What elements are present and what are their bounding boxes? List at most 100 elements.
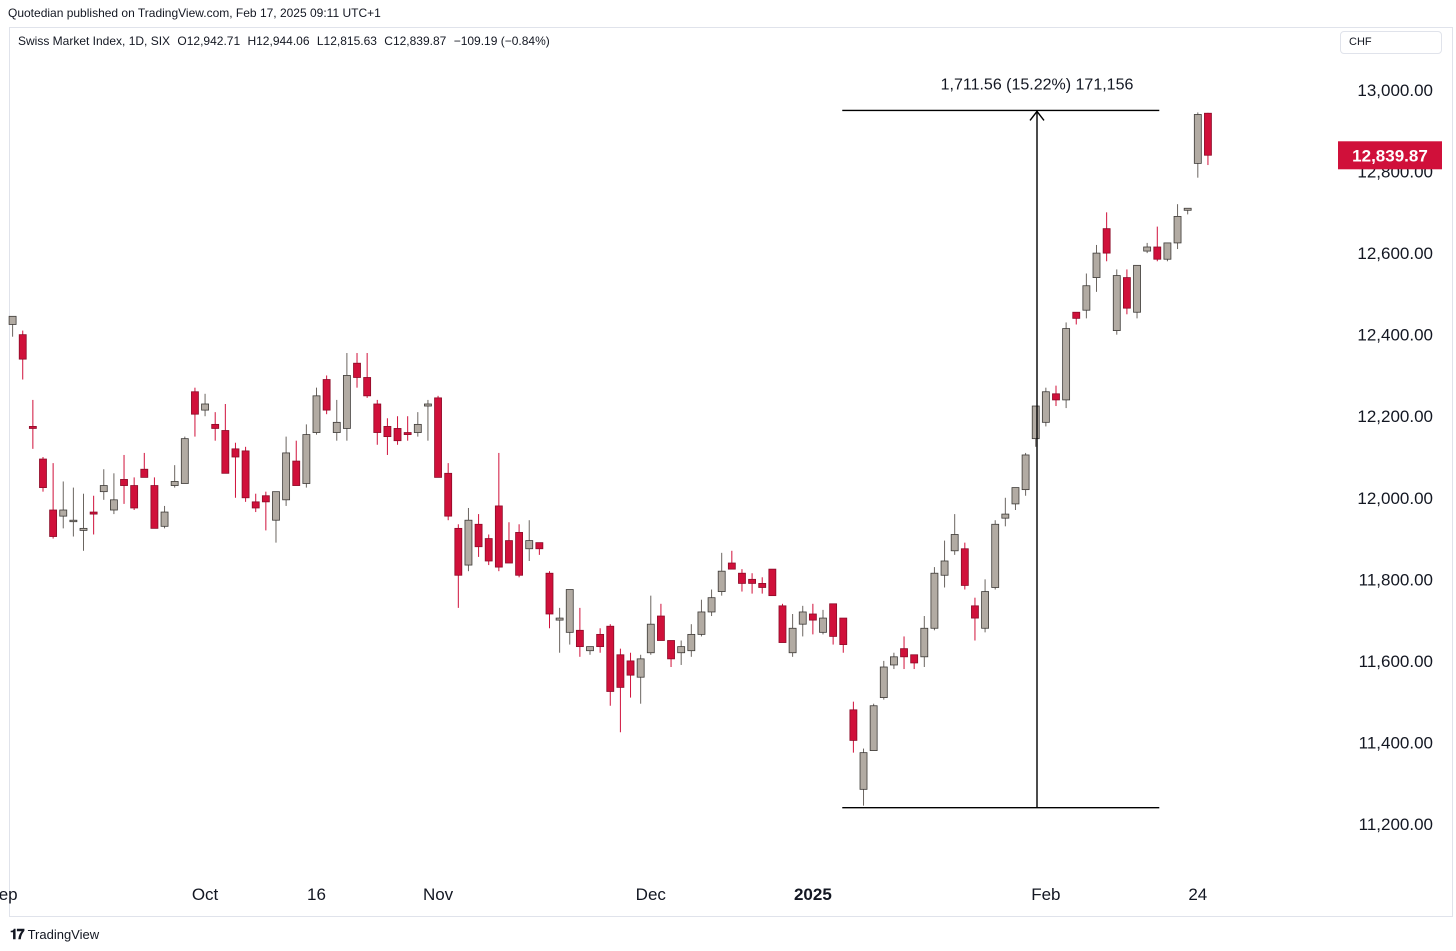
candle[interactable]: [413, 412, 422, 437]
candle[interactable]: [59, 481, 68, 529]
candle[interactable]: [99, 469, 108, 500]
candle[interactable]: [180, 436, 189, 484]
candle[interactable]: [819, 609, 827, 635]
candle[interactable]: [302, 424, 311, 488]
candle[interactable]: [292, 440, 301, 486]
candle[interactable]: [282, 436, 291, 506]
candle[interactable]: [758, 577, 767, 594]
candle[interactable]: [960, 542, 969, 590]
candle[interactable]: [940, 540, 949, 588]
candle[interactable]: [677, 640, 686, 665]
candle[interactable]: [1112, 269, 1121, 335]
footer-brand[interactable]: 𝟏𝟕 TradingView: [10, 926, 99, 943]
candle[interactable]: [211, 412, 220, 441]
candle[interactable]: [434, 395, 442, 478]
candle[interactable]: [49, 463, 58, 539]
candle[interactable]: [1052, 385, 1060, 407]
candle[interactable]: [1102, 212, 1111, 262]
candle[interactable]: [201, 393, 209, 417]
candle[interactable]: [1062, 322, 1071, 409]
candle[interactable]: [535, 542, 544, 555]
candle[interactable]: [839, 617, 848, 653]
candle[interactable]: [829, 603, 838, 645]
candle[interactable]: [150, 477, 159, 529]
candle[interactable]: [140, 452, 149, 478]
candle[interactable]: [342, 353, 351, 441]
candle[interactable]: [1153, 226, 1162, 262]
candle[interactable]: [727, 550, 736, 570]
candle[interactable]: [120, 454, 128, 504]
candle[interactable]: [565, 589, 574, 645]
candle[interactable]: [636, 654, 645, 704]
candle[interactable]: [444, 463, 453, 521]
candle[interactable]: [545, 571, 554, 629]
candle[interactable]: [160, 505, 169, 529]
candle[interactable]: [849, 701, 858, 753]
candle[interactable]: [788, 613, 797, 657]
candle[interactable]: [363, 353, 372, 398]
candle[interactable]: [1133, 264, 1141, 319]
candle[interactable]: [616, 648, 625, 733]
candle[interactable]: [991, 520, 1000, 590]
candle[interactable]: [424, 399, 432, 441]
candle[interactable]: [1193, 112, 1202, 178]
candle[interactable]: [626, 652, 635, 698]
candle[interactable]: [667, 640, 675, 668]
candle[interactable]: [191, 387, 199, 437]
candle[interactable]: [393, 416, 402, 445]
currency-button[interactable]: CHF: [1340, 31, 1442, 54]
candle[interactable]: [859, 748, 868, 806]
candle[interactable]: [971, 597, 979, 641]
candle[interactable]: [738, 569, 746, 592]
candle[interactable]: [697, 599, 706, 637]
candle[interactable]: [879, 660, 888, 700]
candle[interactable]: [89, 495, 98, 535]
candle[interactable]: [69, 487, 78, 537]
candle[interactable]: [1041, 387, 1050, 427]
candle[interactable]: [606, 624, 615, 706]
candle[interactable]: [778, 603, 787, 643]
candle[interactable]: [464, 507, 473, 572]
candle[interactable]: [373, 399, 382, 445]
candle[interactable]: [596, 628, 605, 653]
candle[interactable]: [1183, 207, 1192, 215]
candle[interactable]: [1011, 487, 1020, 511]
candle[interactable]: [1173, 204, 1182, 250]
candle[interactable]: [251, 493, 260, 513]
candle[interactable]: [312, 387, 321, 435]
candle[interactable]: [1204, 112, 1212, 166]
candle[interactable]: [231, 442, 240, 498]
candle[interactable]: [454, 524, 463, 608]
candle[interactable]: [798, 605, 807, 637]
candle[interactable]: [910, 654, 919, 670]
candle[interactable]: [646, 595, 655, 655]
candle[interactable]: [1163, 242, 1172, 262]
candle[interactable]: [79, 493, 88, 551]
candle[interactable]: [717, 552, 726, 596]
candle[interactable]: [707, 589, 716, 617]
candle[interactable]: [18, 330, 27, 380]
candle[interactable]: [1123, 269, 1131, 315]
candle[interactable]: [1092, 244, 1101, 292]
candle[interactable]: [494, 452, 503, 572]
candle[interactable]: [575, 607, 584, 657]
candle[interactable]: [768, 568, 777, 597]
candle[interactable]: [170, 465, 179, 488]
candle[interactable]: [1072, 311, 1081, 325]
candle[interactable]: [920, 616, 929, 668]
candle[interactable]: [484, 534, 493, 566]
candle[interactable]: [241, 446, 250, 502]
candle[interactable]: [28, 399, 37, 449]
candle[interactable]: [353, 353, 361, 388]
candle[interactable]: [403, 416, 412, 441]
candle[interactable]: [900, 636, 908, 670]
candle[interactable]: [1143, 242, 1152, 254]
candle[interactable]: [39, 457, 47, 492]
candle[interactable]: [657, 603, 665, 641]
candle[interactable]: [110, 473, 118, 515]
candle[interactable]: [748, 573, 756, 594]
candle[interactable]: [8, 315, 17, 337]
candle[interactable]: [1031, 405, 1040, 447]
candle[interactable]: [808, 603, 817, 635]
